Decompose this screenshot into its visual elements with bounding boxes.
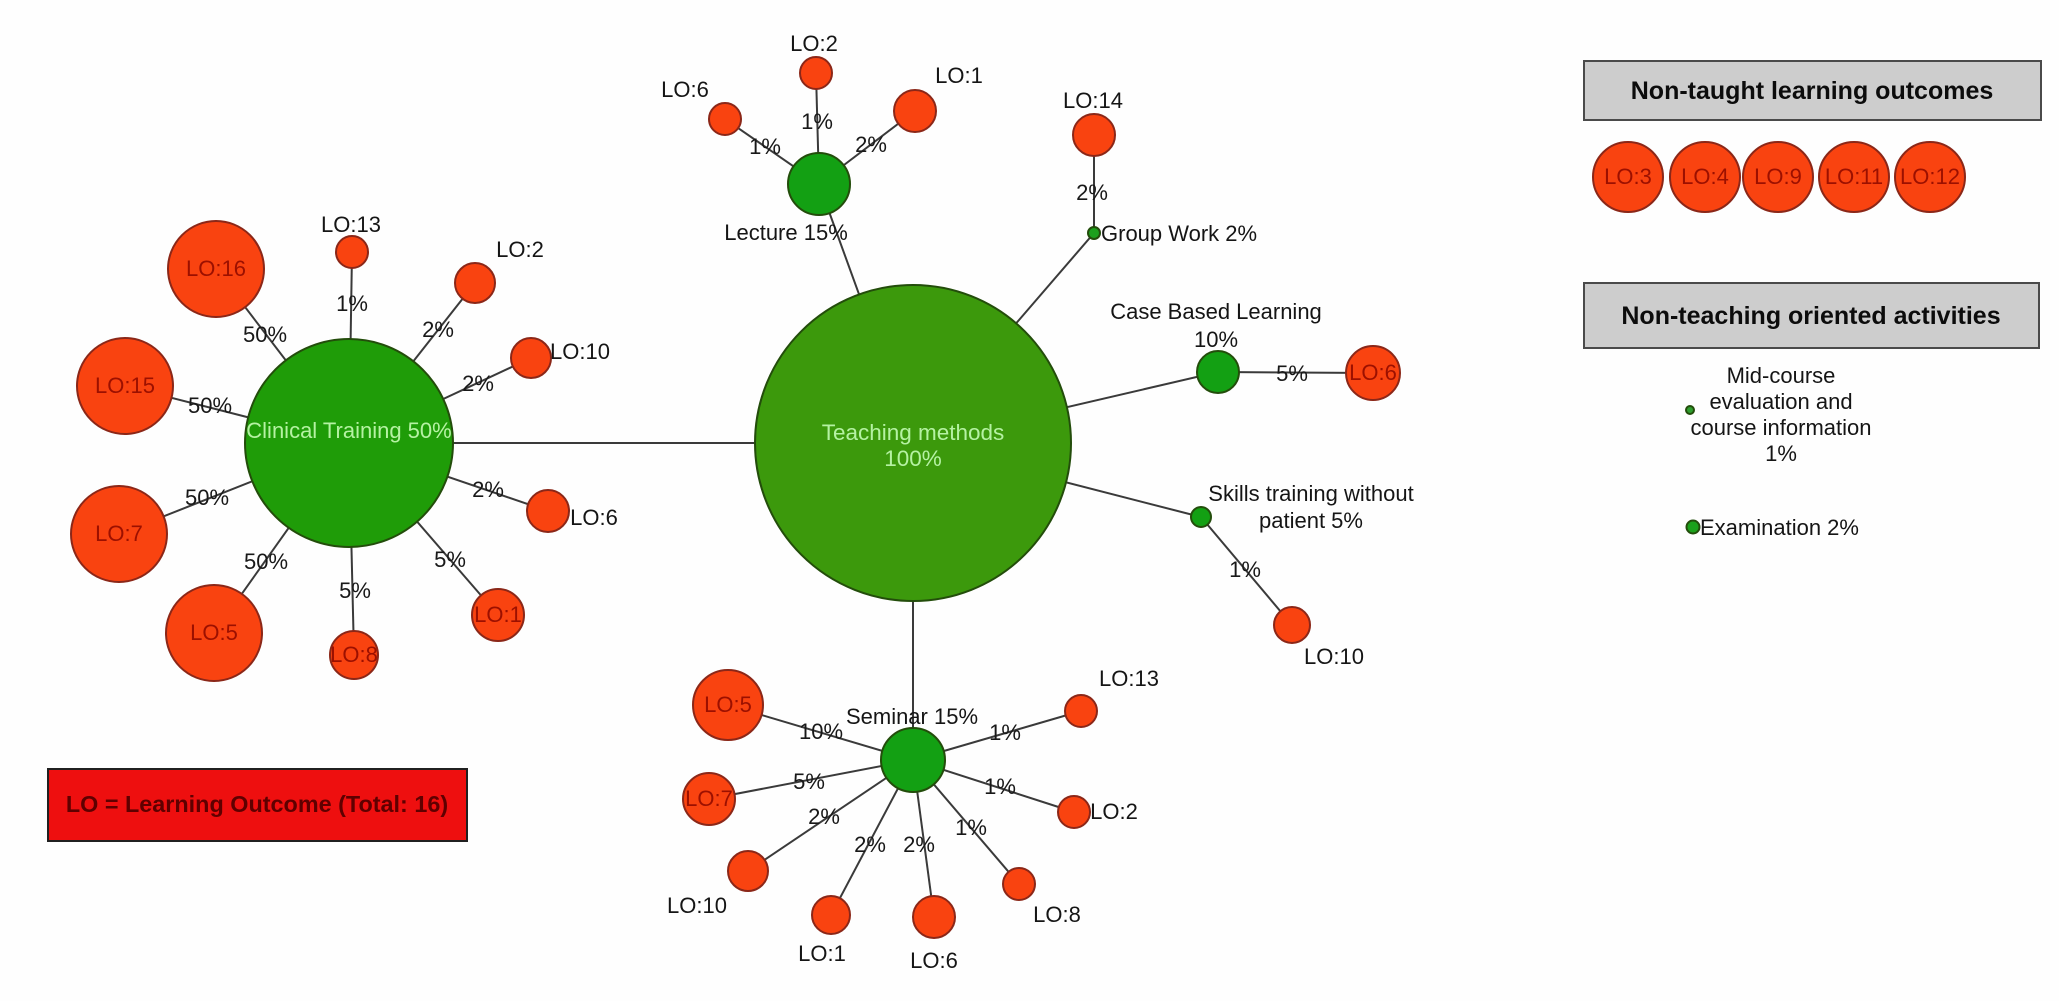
svg-text:LO:1: LO:1 [798,941,846,966]
svg-text:LO:15: LO:15 [95,373,155,398]
svg-text:patient 5%: patient 5% [1259,508,1363,533]
svg-text:50%: 50% [244,549,288,574]
svg-text:LO:14: LO:14 [1063,88,1123,113]
svg-text:Group Work 2%: Group Work 2% [1101,221,1257,246]
svg-text:LO:9: LO:9 [1754,164,1802,189]
svg-text:10%: 10% [1194,327,1238,352]
svg-text:2%: 2% [903,832,935,857]
svg-text:2%: 2% [855,132,887,157]
svg-text:LO:2: LO:2 [1090,799,1138,824]
svg-text:LO:8: LO:8 [1033,902,1081,927]
svg-text:Lecture 15%: Lecture 15% [724,220,848,245]
svg-text:1%: 1% [801,109,833,134]
svg-text:2%: 2% [422,317,454,342]
svg-text:LO:12: LO:12 [1900,164,1960,189]
svg-text:100%: 100% [884,446,942,471]
svg-text:Examination 2%: Examination 2% [1700,515,1859,540]
svg-text:1%: 1% [984,774,1016,799]
svg-text:1%: 1% [1229,557,1261,582]
svg-text:LO:6: LO:6 [910,948,958,973]
svg-text:LO:1: LO:1 [935,63,983,88]
svg-text:LO = Learning Outcome (Total:: LO = Learning Outcome (Total: 16) [66,791,448,817]
svg-text:LO:16: LO:16 [186,256,246,281]
svg-text:1%: 1% [336,291,368,316]
svg-text:2%: 2% [1076,180,1108,205]
svg-text:Skills training without: Skills training without [1208,481,1413,506]
svg-text:LO:2: LO:2 [790,31,838,56]
svg-text:5%: 5% [793,769,825,794]
svg-text:2%: 2% [462,371,494,396]
svg-text:LO:13: LO:13 [321,212,381,237]
svg-text:LO:10: LO:10 [1304,644,1364,669]
svg-text:LO:6: LO:6 [570,505,618,530]
svg-text:LO:7: LO:7 [95,521,143,546]
svg-text:Seminar 15%: Seminar 15% [846,704,978,729]
svg-text:LO:8: LO:8 [330,642,378,667]
svg-text:5%: 5% [434,547,466,572]
svg-text:Non-teaching oriented activiti: Non-teaching oriented activities [1621,302,2000,330]
svg-text:2%: 2% [472,477,504,502]
svg-text:LO:10: LO:10 [550,339,610,364]
svg-text:LO:13: LO:13 [1099,666,1159,691]
svg-text:LO:6: LO:6 [1349,360,1397,385]
svg-text:Teaching methods: Teaching methods [822,420,1005,445]
svg-text:1%: 1% [749,134,781,159]
svg-text:1%: 1% [1765,441,1797,466]
svg-text:2%: 2% [808,804,840,829]
svg-text:LO:11: LO:11 [1825,164,1883,189]
svg-text:LO:5: LO:5 [704,692,752,717]
svg-text:50%: 50% [243,322,287,347]
svg-text:LO:2: LO:2 [496,237,544,262]
svg-text:evaluation and: evaluation and [1709,389,1852,414]
svg-text:LO:3: LO:3 [1604,164,1652,189]
svg-text:Case Based Learning: Case Based Learning [1110,299,1322,324]
svg-text:LO:6: LO:6 [661,77,709,102]
svg-text:LO:5: LO:5 [190,620,238,645]
svg-text:10%: 10% [799,719,843,744]
svg-text:Clinical Training 50%: Clinical Training 50% [246,418,451,443]
svg-text:course information: course information [1691,415,1872,440]
svg-text:LO:10: LO:10 [667,893,727,918]
svg-text:Mid-course: Mid-course [1727,363,1836,388]
svg-text:5%: 5% [339,578,371,603]
svg-text:1%: 1% [989,720,1021,745]
svg-text:50%: 50% [188,393,232,418]
svg-text:50%: 50% [185,485,229,510]
svg-text:1%: 1% [955,815,987,840]
svg-text:LO:1: LO:1 [474,602,522,627]
svg-text:5%: 5% [1276,361,1308,386]
svg-text:LO:7: LO:7 [685,786,733,811]
svg-text:LO:4: LO:4 [1681,164,1729,189]
svg-text:Non-taught learning outcomes: Non-taught learning outcomes [1631,77,1994,105]
svg-text:2%: 2% [854,832,886,857]
